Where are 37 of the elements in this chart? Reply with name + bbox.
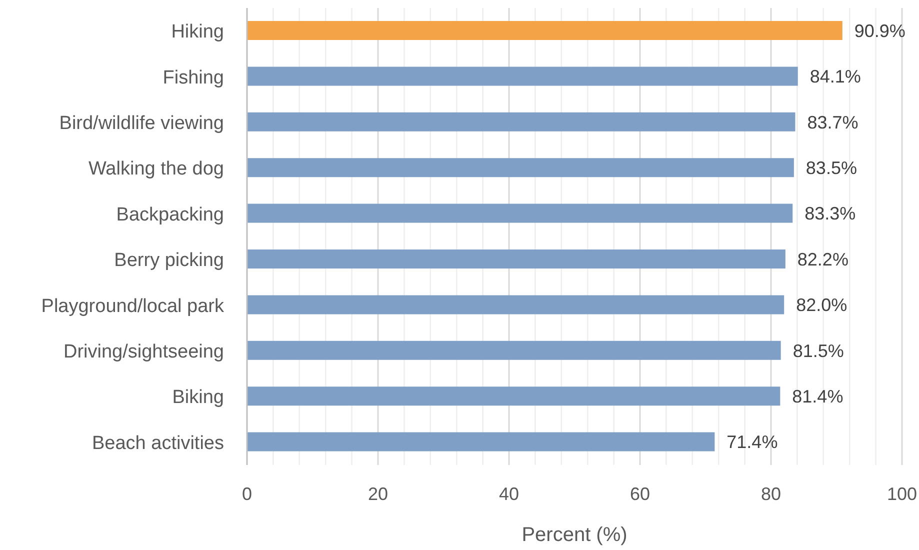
y-tick-label: Bird/wildlife viewing (59, 112, 224, 134)
data-label: 71.4% (726, 432, 778, 452)
x-tick-label: 60 (630, 484, 650, 504)
x-axis-title: Percent (%) (522, 524, 628, 546)
x-tick-label: 0 (242, 484, 252, 504)
data-label: 82.2% (797, 249, 848, 270)
x-tick-label: 40 (498, 484, 520, 504)
data-label: 81.4% (792, 386, 844, 406)
data-label: 83.7% (807, 112, 858, 132)
data-label: 83.5% (806, 158, 857, 178)
bar (247, 204, 793, 223)
y-tick-label: Walking the dog (88, 158, 224, 180)
x-tick-label: 80 (760, 484, 782, 504)
data-label: 81.5% (792, 340, 844, 361)
y-tick-label: Biking (172, 387, 224, 408)
y-tick-label: Playground/local park (41, 296, 224, 317)
bar (247, 21, 842, 40)
y-tick-label: Backpacking (116, 204, 224, 226)
bar (247, 295, 784, 314)
y-tick-label: Hiking (171, 22, 224, 43)
data-label: 82.0% (796, 295, 848, 316)
bar (247, 66, 798, 86)
data-label: 83.3% (804, 204, 856, 224)
bar (247, 250, 786, 268)
bar (247, 386, 780, 406)
bar (247, 340, 781, 360)
y-tick-label: Fishing (162, 67, 224, 88)
y-tick-label: Beach activities (92, 432, 224, 454)
data-label: 90.9% (854, 20, 906, 41)
y-tick-label: Driving/sightseeing (63, 341, 224, 362)
bar (247, 158, 794, 178)
bar (247, 432, 715, 452)
data-label: 84.1% (810, 66, 861, 87)
bar (247, 112, 796, 132)
x-tick-label: 20 (368, 484, 388, 504)
x-tick-label: 100 (886, 484, 918, 504)
y-tick-label: Berry picking (114, 250, 224, 272)
